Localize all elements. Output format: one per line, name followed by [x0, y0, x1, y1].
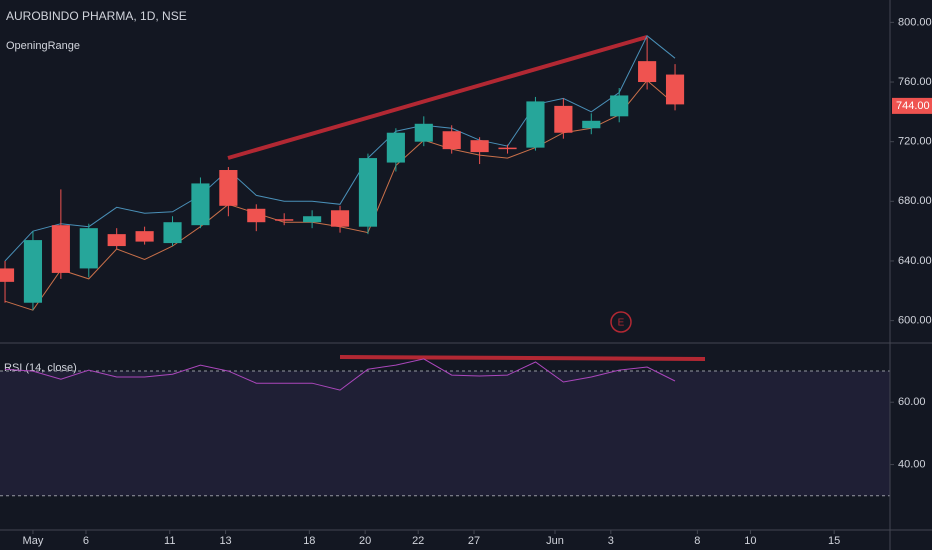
candle-body — [554, 105, 573, 133]
candle-body — [665, 74, 685, 105]
line — [4, 358, 676, 391]
x-tick-label: 13 — [219, 535, 231, 547]
x-tick-label: 6 — [83, 535, 89, 547]
candle-body — [303, 216, 322, 223]
x-tick-label: 8 — [694, 535, 700, 547]
last-price-box — [892, 97, 932, 114]
candle-body — [23, 240, 43, 303]
rsi-band — [0, 371, 890, 496]
x-tick-label: 15 — [828, 535, 840, 547]
candle-body — [191, 183, 210, 226]
candle-body — [498, 147, 517, 150]
rsi-layer — [0, 370, 890, 497]
x-tick-label: 22 — [412, 535, 424, 547]
x-tick-label: 18 — [303, 535, 315, 547]
chart-title: AUROBINDO PHARMA, 1D, NSE — [6, 9, 187, 23]
y-tick-label: 800.00 — [898, 16, 932, 28]
candle-body — [51, 225, 70, 273]
candle-body — [0, 268, 15, 282]
candle-body — [330, 210, 350, 227]
y-tick-label: 680.00 — [898, 195, 932, 207]
candle-body — [414, 123, 433, 142]
candle-body — [638, 61, 657, 83]
candle-body — [107, 234, 126, 247]
x-tick-label: 10 — [744, 535, 756, 547]
candle-body — [526, 101, 545, 148]
x-tick-label: 3 — [608, 535, 614, 547]
candle-body — [219, 170, 238, 206]
candle-body — [163, 222, 182, 244]
x-tick-label: 11 — [164, 535, 175, 547]
candle-body — [79, 228, 98, 269]
indicator-label: OpeningRange — [6, 40, 80, 52]
y-tick-label: 720.00 — [898, 136, 932, 148]
candle-body — [582, 120, 601, 129]
x-tick-label: May — [23, 535, 44, 547]
rsi-label: RSI (14, close) — [4, 362, 77, 374]
candle-body — [247, 208, 266, 223]
x-tick-label: 27 — [468, 535, 480, 547]
y-tick-label: 760.00 — [898, 76, 932, 88]
y-tick-label: 60.00 — [898, 396, 926, 408]
candle-body — [358, 158, 378, 227]
x-tick-label: Jun — [546, 535, 564, 547]
candle-body — [275, 219, 294, 221]
x-tick-label: 20 — [359, 535, 371, 547]
y-tick-label: 600.00 — [898, 315, 932, 327]
y-tick-label: 40.00 — [898, 458, 926, 470]
candle-body — [470, 140, 489, 153]
earnings-label[interactable]: E — [618, 318, 625, 329]
line — [4, 35, 676, 262]
y-tick-label: 640.00 — [898, 255, 932, 267]
trend-line — [339, 355, 706, 361]
trend-line — [227, 35, 648, 160]
earnings-marker[interactable] — [610, 311, 632, 333]
candle-body — [386, 132, 405, 163]
last-price-label: 744.00 — [896, 100, 930, 112]
candle-body — [442, 131, 461, 150]
candle-body — [610, 95, 629, 117]
candle-body — [135, 231, 154, 242]
